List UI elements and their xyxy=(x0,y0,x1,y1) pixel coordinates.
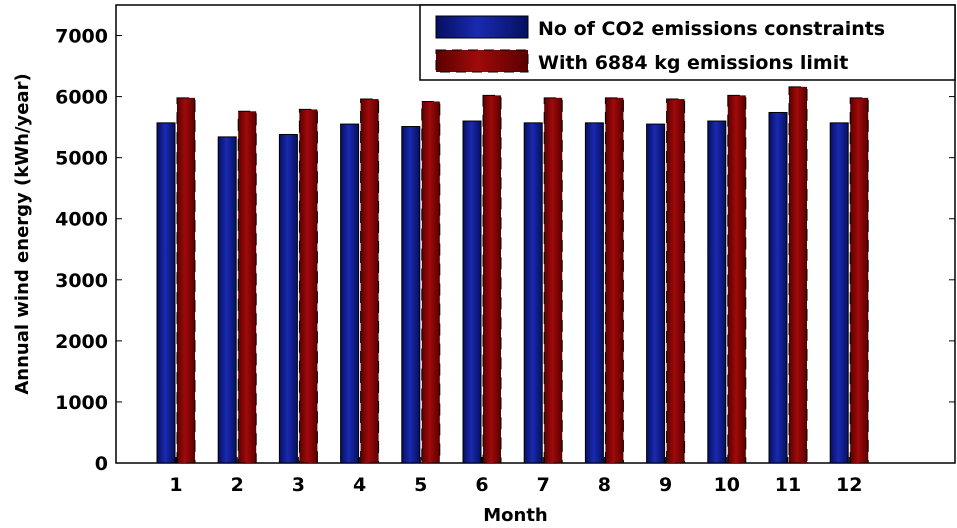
legend-swatch-no-constraints xyxy=(435,15,529,39)
x-tick-label: 7 xyxy=(537,474,550,496)
x-tick-label: 9 xyxy=(659,474,672,496)
x-tick-label: 8 xyxy=(598,474,611,496)
bar-no-constraints xyxy=(278,133,298,464)
y-tick-label: 6000 xyxy=(55,87,108,109)
bar-emissions-limit xyxy=(849,97,869,464)
x-tick-label: 5 xyxy=(414,474,427,496)
bar-emissions-limit xyxy=(788,86,808,464)
bar-no-constraints xyxy=(340,123,360,464)
y-tick-label: 2000 xyxy=(55,331,108,353)
bar-no-constraints xyxy=(523,122,543,464)
bar-emissions-limit xyxy=(298,108,318,464)
bar-no-constraints xyxy=(768,111,788,464)
x-tick-label: 12 xyxy=(836,474,862,496)
bar-emissions-limit xyxy=(482,94,502,464)
y-axis-title: Annual wind energy (kWh/year) xyxy=(12,73,33,394)
y-tick-label: 1000 xyxy=(55,392,108,414)
x-tick-label: 2 xyxy=(231,474,244,496)
legend-label-no-constraints: No of CO2 emissions constraints xyxy=(538,18,885,40)
y-tick-label: 0 xyxy=(95,453,108,475)
legend: No of CO2 emissions constraints With 688… xyxy=(419,4,956,81)
bar-no-constraints xyxy=(401,126,421,464)
bar-emissions-limit xyxy=(666,98,686,464)
bar-no-constraints xyxy=(462,120,482,464)
x-tick-label: 6 xyxy=(475,474,488,496)
bar-emissions-limit xyxy=(176,97,196,464)
legend-label-emissions-limit: With 6884 kg emissions limit xyxy=(538,52,848,74)
x-axis: 1 2 3 4 5 6 7 8 9 10 11 12 xyxy=(169,457,862,496)
x-tick-label: 10 xyxy=(714,474,740,496)
y-axis: 0 1000 2000 3000 4000 5000 6000 7000 xyxy=(55,26,955,475)
bar-emissions-limit xyxy=(421,100,441,464)
legend-swatch-emissions-limit xyxy=(435,49,529,73)
x-tick-label: 11 xyxy=(775,474,801,496)
x-tick-label: 4 xyxy=(353,474,366,496)
x-axis-title: Month xyxy=(483,505,548,526)
bar-no-constraints xyxy=(584,122,604,464)
y-tick-label: 7000 xyxy=(55,26,108,48)
x-tick-label: 3 xyxy=(292,474,305,496)
bars xyxy=(156,86,869,464)
bar-emissions-limit xyxy=(604,97,624,464)
bar-emissions-limit xyxy=(543,97,563,464)
bar-emissions-limit xyxy=(237,110,257,464)
bar-no-constraints xyxy=(156,122,176,464)
y-tick-label: 5000 xyxy=(55,148,108,170)
bar-no-constraints xyxy=(829,122,849,464)
bar-no-constraints xyxy=(707,120,727,464)
y-tick-label: 4000 xyxy=(55,209,108,231)
bar-no-constraints xyxy=(646,123,666,464)
y-tick-label: 3000 xyxy=(55,270,108,292)
bar-emissions-limit xyxy=(360,98,380,464)
bar-no-constraints xyxy=(217,136,237,464)
x-tick-label: 1 xyxy=(169,474,182,496)
bar-emissions-limit xyxy=(727,94,747,464)
